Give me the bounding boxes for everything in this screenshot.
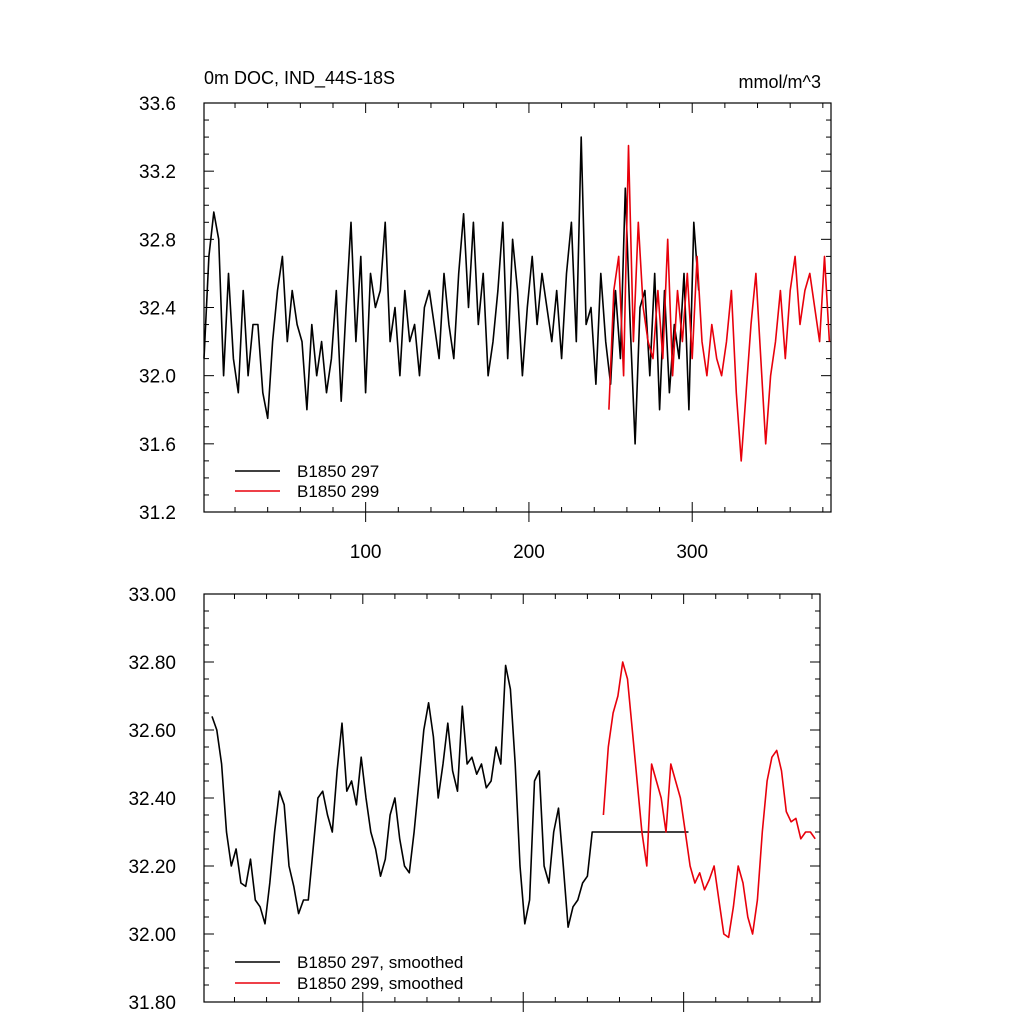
y-tick-label: 32.60	[128, 721, 176, 742]
y-tick-label: 33.2	[139, 162, 176, 183]
series-line-297	[203, 136, 700, 445]
y-tick-label: 32.80	[128, 653, 176, 674]
top-legend-label-297: B1850 297	[297, 462, 379, 481]
top-x-tick-labels: 100 200 300	[350, 542, 708, 563]
y-tick-label: 32.00	[128, 925, 176, 946]
y-tick-label: 31.80	[128, 993, 176, 1014]
y-tick-label: 32.0	[139, 367, 176, 388]
top-axis-ticks	[204, 102, 831, 522]
bottom-axis-ticks	[204, 593, 820, 1012]
y-tick-label: 32.40	[128, 789, 176, 810]
series-line-299	[608, 144, 831, 462]
x-tick-label: 300	[676, 542, 708, 563]
top-y-tick-labels: 31.2 31.6 32.0 32.4 32.8 33.2 33.6	[139, 94, 176, 524]
bottom-plot-frame	[203, 593, 821, 1003]
top-chart-title: 0m DOC, IND_44S-18S	[204, 68, 395, 89]
top-plot-frame	[203, 102, 832, 513]
series-line-299	[602, 661, 816, 939]
y-tick-label: 32.20	[128, 857, 176, 878]
top-legend: B1850 297 B1850 299	[235, 462, 379, 501]
x-tick-label: 200	[513, 542, 545, 563]
bottom-legend: B1850 297, smoothed B1850 299, smoothed	[235, 953, 463, 993]
bottom-y-tick-labels: 31.80 32.00 32.20 32.40 32.60 32.80 33.00	[128, 585, 176, 1014]
y-tick-label: 33.00	[128, 585, 176, 606]
y-tick-label: 31.6	[139, 435, 176, 456]
y-tick-label: 32.8	[139, 230, 176, 251]
bottom-series-lines	[211, 661, 816, 939]
top-legend-label-299: B1850 299	[297, 482, 379, 501]
top-panel: 0m DOC, IND_44S-18S mmol/m^3 31.2 31.6 32.…	[139, 68, 832, 563]
bottom-legend-label-297: B1850 297, smoothed	[297, 953, 463, 972]
bottom-legend-label-299: B1850 299, smoothed	[297, 974, 463, 993]
bottom-panel: 31.80 32.00 32.20 32.40 32.60 32.80 33.00 B185…	[128, 585, 821, 1014]
top-chart-units: mmol/m^3	[739, 72, 821, 92]
y-tick-label: 31.2	[139, 503, 176, 524]
series-line-297	[211, 664, 689, 929]
y-tick-label: 33.6	[139, 94, 176, 115]
top-series-lines	[203, 136, 831, 462]
x-tick-label: 100	[350, 542, 382, 563]
y-tick-label: 32.4	[139, 299, 176, 320]
